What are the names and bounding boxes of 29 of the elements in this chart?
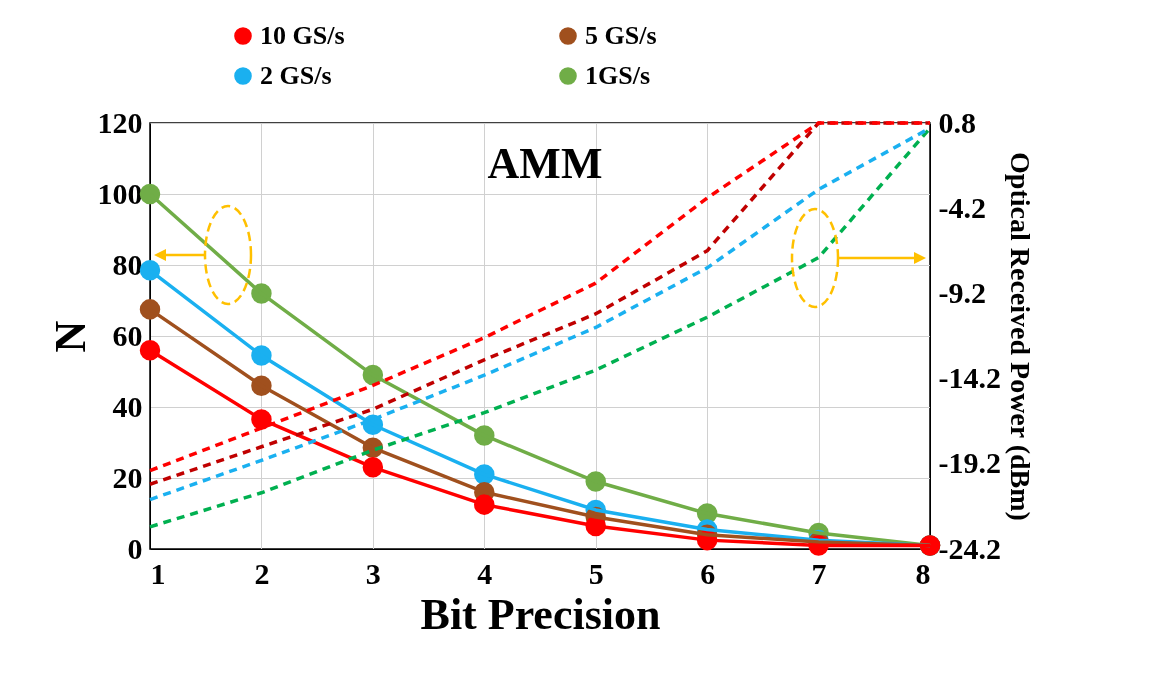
- y2-tick-label: -4.2: [938, 190, 986, 224]
- y-tick-label: 60: [112, 318, 143, 352]
- x-tick-label: 7: [811, 556, 827, 590]
- y2-tick-label: -14.2: [938, 361, 1001, 395]
- x-tick-label: 3: [365, 556, 381, 590]
- y2-tick-label: 0.8: [938, 105, 976, 139]
- y-tick-label: 0: [127, 531, 143, 565]
- x-tick-label: 8: [915, 556, 931, 590]
- y-axis-title: N: [45, 320, 95, 353]
- legend-label: 1GS/s: [585, 61, 651, 90]
- x-tick-label: 5: [588, 556, 604, 590]
- y2-tick-label: -9.2: [938, 275, 986, 309]
- y2-tick-label: -24.2: [938, 531, 1001, 565]
- x-axis-title: Bit Precision: [420, 589, 661, 639]
- legend-label: 5 GS/s: [585, 21, 657, 50]
- annotation: AMM: [487, 139, 603, 188]
- y2-tick-label: -19.2: [938, 446, 1001, 480]
- y-tick-label: 120: [97, 105, 143, 139]
- x-tick-label: 4: [477, 556, 493, 590]
- legend-label: 2 GS/s: [260, 61, 332, 90]
- y-tick-label: 40: [112, 389, 143, 423]
- legend-label: 10 GS/s: [260, 21, 345, 50]
- y-tick-label: 80: [112, 247, 143, 281]
- y-tick-label: 20: [112, 460, 143, 494]
- x-tick-label: 2: [254, 556, 270, 590]
- x-tick-label: 6: [700, 556, 716, 590]
- y-tick-label: 100: [97, 176, 143, 210]
- y2-axis-title: Optical Received Power (dBm): [1004, 152, 1036, 521]
- x-tick-label: 1: [150, 556, 166, 590]
